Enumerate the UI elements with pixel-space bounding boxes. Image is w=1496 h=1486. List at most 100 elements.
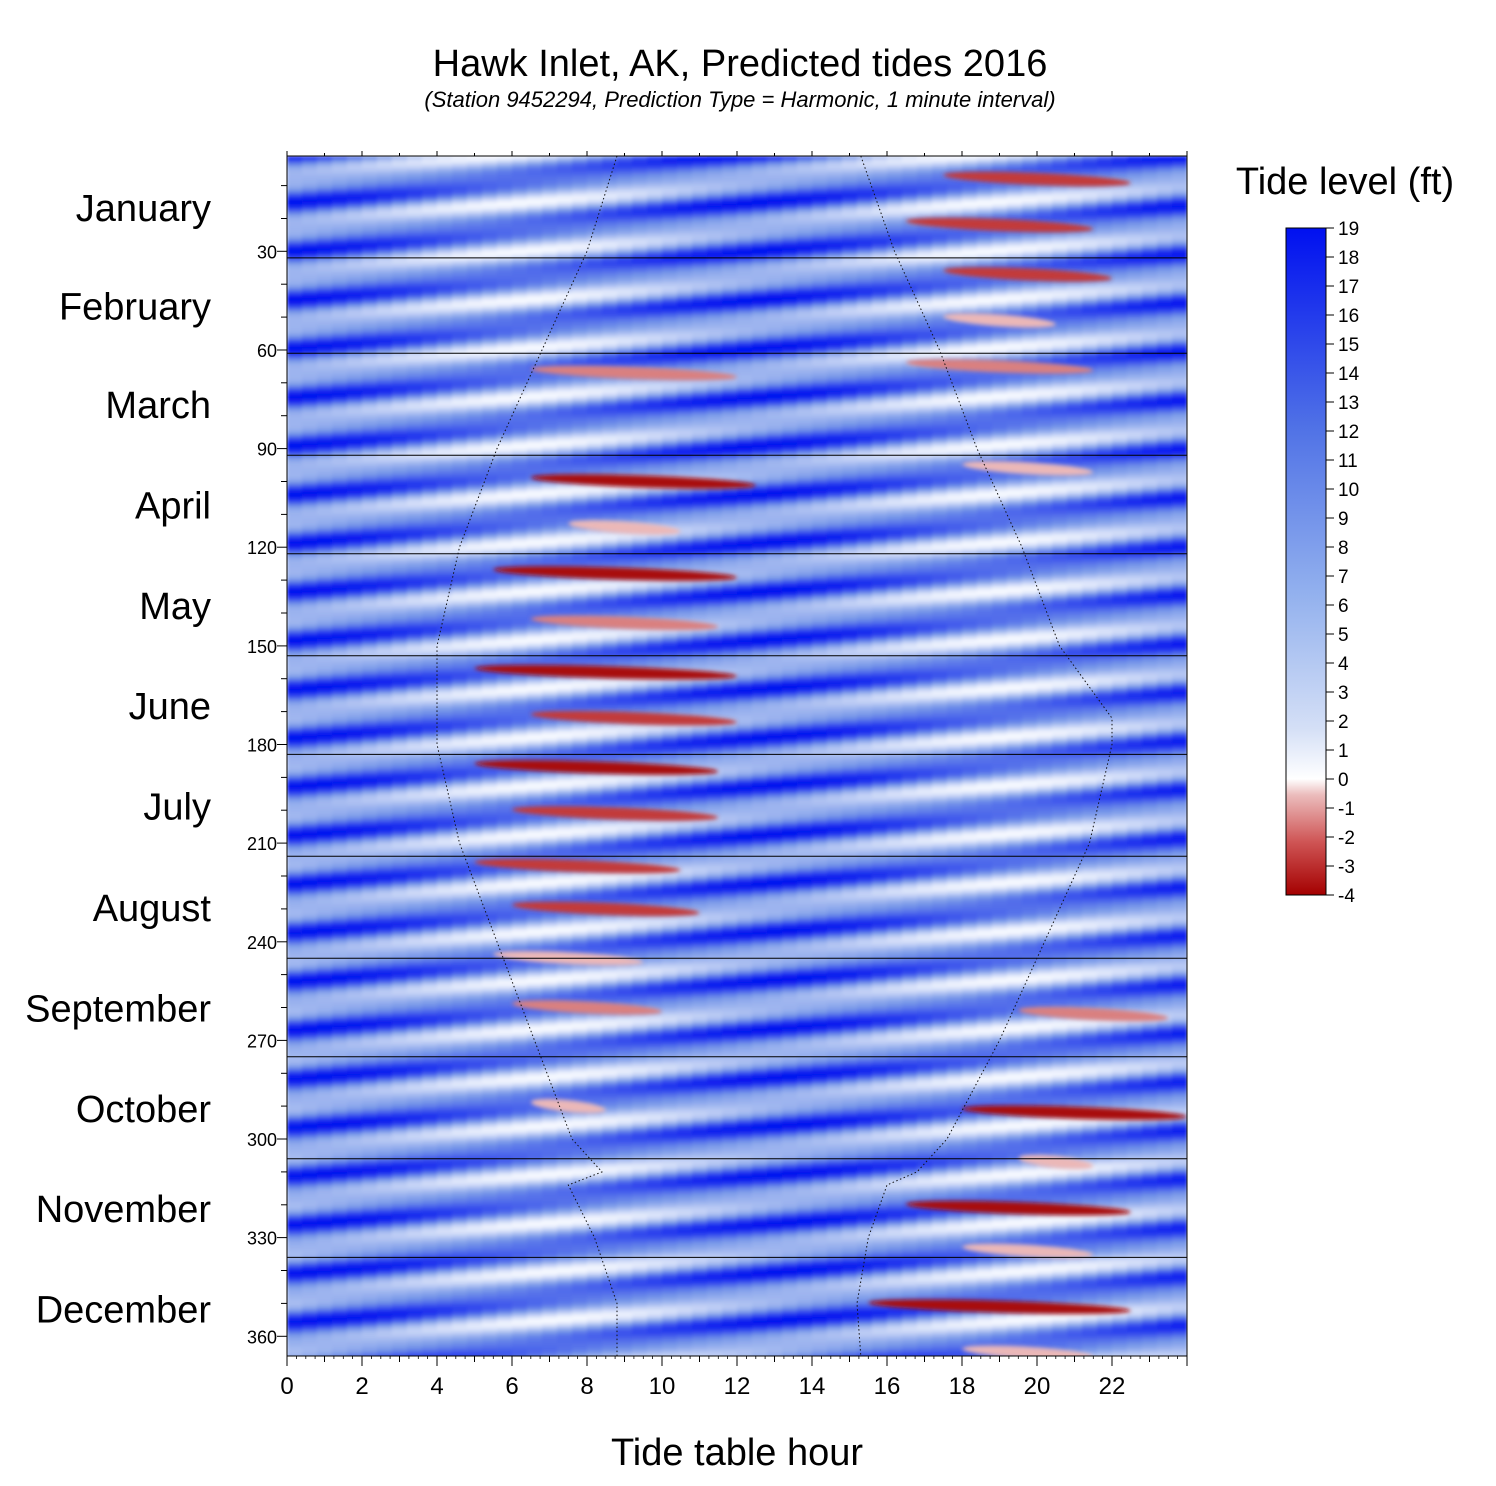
heat-cell bbox=[617, 182, 633, 187]
heat-cell bbox=[587, 284, 603, 289]
heat-cell bbox=[782, 228, 798, 233]
heat-row bbox=[287, 165, 1187, 170]
heat-cell bbox=[722, 225, 738, 229]
heat-cell bbox=[932, 307, 948, 312]
heat-cell bbox=[902, 195, 918, 200]
heat-cell bbox=[1172, 264, 1187, 269]
heat-cell bbox=[302, 221, 318, 226]
heat-cell bbox=[1127, 198, 1143, 203]
heat-cell bbox=[317, 310, 333, 315]
heat-cell bbox=[1127, 221, 1143, 226]
heat-cell bbox=[737, 162, 753, 167]
heat-cell bbox=[722, 330, 738, 335]
heat-cell bbox=[842, 300, 858, 305]
heat-cell bbox=[452, 244, 468, 249]
heat-cell bbox=[737, 169, 753, 174]
heat-cell bbox=[707, 162, 723, 167]
heat-cell bbox=[452, 261, 468, 266]
heat-cell bbox=[557, 228, 573, 233]
heat-cell bbox=[572, 172, 588, 177]
heat-cell bbox=[617, 221, 633, 226]
heat-cell bbox=[527, 254, 543, 259]
heat-cell bbox=[887, 244, 903, 249]
heat-cell bbox=[467, 323, 483, 328]
heat-cell bbox=[347, 303, 363, 308]
heat-cell bbox=[827, 264, 843, 269]
heat-cell bbox=[1082, 261, 1098, 266]
heat-cell bbox=[1022, 251, 1038, 256]
heat-cell bbox=[377, 248, 393, 252]
heat-cell bbox=[857, 267, 873, 272]
heat-cell bbox=[647, 165, 663, 170]
heat-cell bbox=[332, 333, 348, 338]
heat-cell bbox=[932, 195, 948, 200]
heat-cell bbox=[647, 185, 663, 190]
heat-cell bbox=[782, 320, 798, 325]
heat-cell bbox=[692, 317, 708, 321]
heat-cell bbox=[977, 326, 993, 331]
heat-cell bbox=[917, 284, 933, 289]
heat-cell bbox=[452, 284, 468, 289]
heat-cell bbox=[722, 182, 738, 187]
heat-cell bbox=[782, 241, 798, 246]
heat-cell bbox=[1052, 313, 1068, 318]
heat-cell bbox=[1052, 156, 1068, 160]
heat-cell bbox=[947, 192, 963, 197]
heat-cell bbox=[377, 208, 393, 213]
heat-cell bbox=[1157, 195, 1173, 200]
heat-cell bbox=[902, 280, 918, 285]
heat-cell bbox=[482, 198, 498, 203]
heat-cell bbox=[992, 284, 1008, 289]
heat-cell bbox=[1007, 257, 1023, 262]
heat-cell bbox=[482, 169, 498, 174]
heat-cell bbox=[317, 234, 333, 239]
heat-cell bbox=[332, 231, 348, 236]
heat-cell bbox=[1157, 330, 1173, 335]
heat-cell bbox=[437, 280, 453, 285]
heat-cell bbox=[647, 244, 663, 249]
heat-cell bbox=[992, 307, 1008, 312]
heat-cell bbox=[1142, 162, 1158, 167]
heat-cell bbox=[872, 313, 888, 318]
heat-cell bbox=[407, 244, 423, 249]
heat-cell bbox=[707, 303, 723, 308]
heat-cell bbox=[1022, 231, 1038, 236]
heat-cell bbox=[362, 333, 378, 338]
heat-cell bbox=[1022, 195, 1038, 200]
heat-cell bbox=[917, 205, 933, 210]
heat-cell bbox=[287, 211, 303, 216]
heat-cell bbox=[887, 303, 903, 308]
heat-cell bbox=[557, 287, 573, 292]
heat-cell bbox=[962, 251, 978, 256]
heat-cell bbox=[482, 241, 498, 246]
heat-cell bbox=[332, 261, 348, 266]
heat-cell bbox=[587, 277, 603, 282]
heat-cell bbox=[332, 307, 348, 312]
heat-cell bbox=[812, 267, 828, 272]
heat-cell bbox=[602, 290, 618, 295]
heat-cell bbox=[317, 330, 333, 335]
heat-cell bbox=[1082, 267, 1098, 272]
heat-cell bbox=[1127, 294, 1143, 298]
heat-cell bbox=[932, 277, 948, 282]
heat-cell bbox=[707, 307, 723, 312]
heat-cell bbox=[362, 303, 378, 308]
heat-cell bbox=[752, 267, 768, 272]
heat-cell bbox=[1142, 241, 1158, 246]
heat-cell bbox=[962, 300, 978, 305]
heat-cell bbox=[287, 294, 303, 298]
heat-cell bbox=[1037, 188, 1053, 193]
heat-cell bbox=[1097, 284, 1113, 289]
heat-cell bbox=[467, 208, 483, 213]
heat-cell bbox=[512, 159, 528, 164]
heat-cell bbox=[677, 271, 693, 275]
heat-cell bbox=[842, 271, 858, 275]
heat-cell bbox=[1112, 330, 1128, 335]
heat-cell bbox=[1022, 284, 1038, 289]
heat-cell bbox=[1067, 280, 1083, 285]
heat-row bbox=[287, 257, 1187, 262]
heat-cell bbox=[692, 205, 708, 210]
heat-row bbox=[287, 290, 1187, 295]
heat-cell bbox=[842, 172, 858, 177]
heat-cell bbox=[962, 280, 978, 285]
